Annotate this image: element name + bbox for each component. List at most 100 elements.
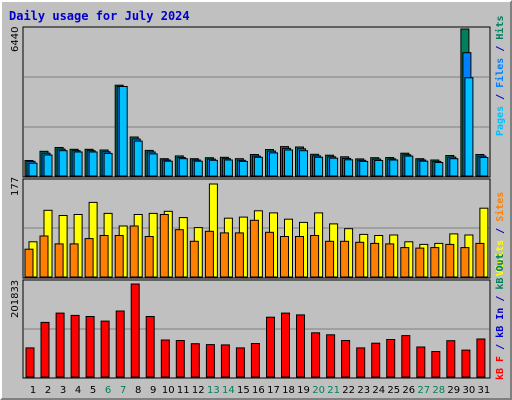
bar-sites [219, 232, 229, 278]
bar-pages [464, 77, 474, 177]
bar-kb-in [55, 312, 65, 378]
bar-sites [430, 247, 440, 278]
legend-visits-sites: Visits / Sites [494, 192, 506, 276]
chart-title: Daily usage for July 2024 [9, 9, 190, 23]
bar-pages [329, 157, 339, 177]
bar-kb-in [70, 314, 80, 378]
day-label: 6 [105, 385, 111, 396]
bar-pages [449, 158, 459, 177]
bar-pages [103, 152, 113, 177]
bar-kb-in [160, 339, 170, 378]
bar-kb-in [85, 316, 95, 378]
bars-kbin-kbout [25, 283, 486, 378]
bar-kb-in [266, 316, 275, 378]
day-label: 15 [237, 385, 250, 396]
bar-sites [325, 240, 335, 278]
day-label: 8 [135, 385, 141, 396]
bar-pages [314, 156, 324, 177]
bar-sites [249, 219, 259, 278]
panel-pages-files-hits: 6440 Pages / Files / Hits [10, 16, 506, 178]
bar-pages [178, 158, 188, 177]
bar-sites [39, 235, 49, 278]
bar-sites [310, 235, 320, 278]
legend-separator: / [495, 296, 506, 302]
bar-kb-in [175, 340, 185, 378]
legend-kb-f: kB F [495, 356, 506, 380]
legend-kb-out: kB Out [495, 253, 506, 289]
day-label: 7 [120, 385, 126, 396]
day-label: 29 [447, 385, 460, 396]
day-label: 24 [372, 385, 385, 396]
day-label: 18 [282, 385, 295, 396]
day-label: 25 [387, 385, 400, 396]
bar-kb-in [220, 344, 230, 378]
bar-kb-in [115, 310, 125, 378]
bar-kb-in [25, 347, 35, 378]
bar-kb-in [341, 340, 351, 378]
bar-pages [344, 159, 354, 177]
bar-sites [84, 238, 94, 278]
bar-pages [58, 150, 68, 177]
bar-kb-in [130, 283, 140, 378]
max-label-kb: 201833 [10, 280, 21, 318]
max-label-visits: 177 [10, 177, 21, 196]
bars-pages-files-hits [24, 28, 489, 177]
bar-kb-in [356, 347, 366, 378]
bar-kb-in [311, 332, 321, 378]
day-label: 14 [222, 385, 235, 396]
day-label: 28 [432, 385, 445, 396]
legend-separator: / [495, 94, 506, 100]
bar-sites [370, 242, 380, 278]
bar-sites [159, 214, 169, 278]
bar-kb-in [296, 314, 305, 378]
bar-pages [284, 149, 293, 177]
bar-sites [174, 229, 184, 278]
bar-sites [144, 236, 154, 278]
legend-kb: kB F / kB In / kB Out [495, 253, 506, 380]
bar-pages [133, 140, 143, 177]
bar-sites [204, 230, 214, 278]
bar-pages [163, 160, 173, 177]
bar-pages [419, 160, 429, 177]
bar-sites [54, 243, 64, 278]
bar-sites [400, 247, 410, 278]
bars-visits-sites [24, 183, 489, 278]
bar-pages [389, 159, 399, 177]
bar-sites [234, 232, 244, 278]
day-label: 2 [45, 385, 51, 396]
bar-sites [385, 243, 395, 278]
bar-kb-in [386, 339, 396, 378]
legend-pages-files-hits: Pages / Files / Hits [494, 16, 506, 137]
panel-kbin-kbout: 201833 kB F / kB In / kB Out [10, 253, 506, 380]
bar-kb-in [431, 351, 441, 378]
bar-kb-in [326, 334, 336, 378]
bar-sites [99, 235, 109, 278]
bar-pages [148, 153, 158, 177]
day-label: 19 [297, 385, 310, 396]
bar-pages [269, 152, 278, 177]
bar-kb-in [416, 346, 426, 378]
x-axis-day-labels: 1 2 3 4 5 6 7 8 9 10 11 12 13 14 15 16 17 18 19 20 21 22 23 24 2… [30, 385, 490, 396]
bar-sites [280, 236, 289, 278]
legend-kb-in: kB In [495, 308, 506, 338]
bar-sites [129, 225, 139, 278]
bar-sites [69, 243, 79, 278]
bar-kb-in [281, 312, 290, 378]
day-label: 30 [463, 385, 476, 396]
bar-sites [189, 240, 199, 278]
day-label: 22 [342, 385, 355, 396]
day-label: 20 [312, 385, 325, 396]
day-label: 17 [267, 385, 280, 396]
day-label: 16 [252, 385, 265, 396]
day-label: 12 [192, 385, 205, 396]
bar-kb-in [476, 338, 486, 378]
panel-visits-sites: 177 Visits / Sites [10, 177, 506, 279]
bar-kb-in [401, 335, 411, 378]
bar-sites [24, 248, 34, 278]
bar-sites [114, 235, 124, 278]
legend-files: Files [494, 58, 506, 88]
day-label: 5 [90, 385, 96, 396]
max-label-pages: 6440 [10, 27, 21, 52]
bar-kb-in [235, 347, 245, 378]
